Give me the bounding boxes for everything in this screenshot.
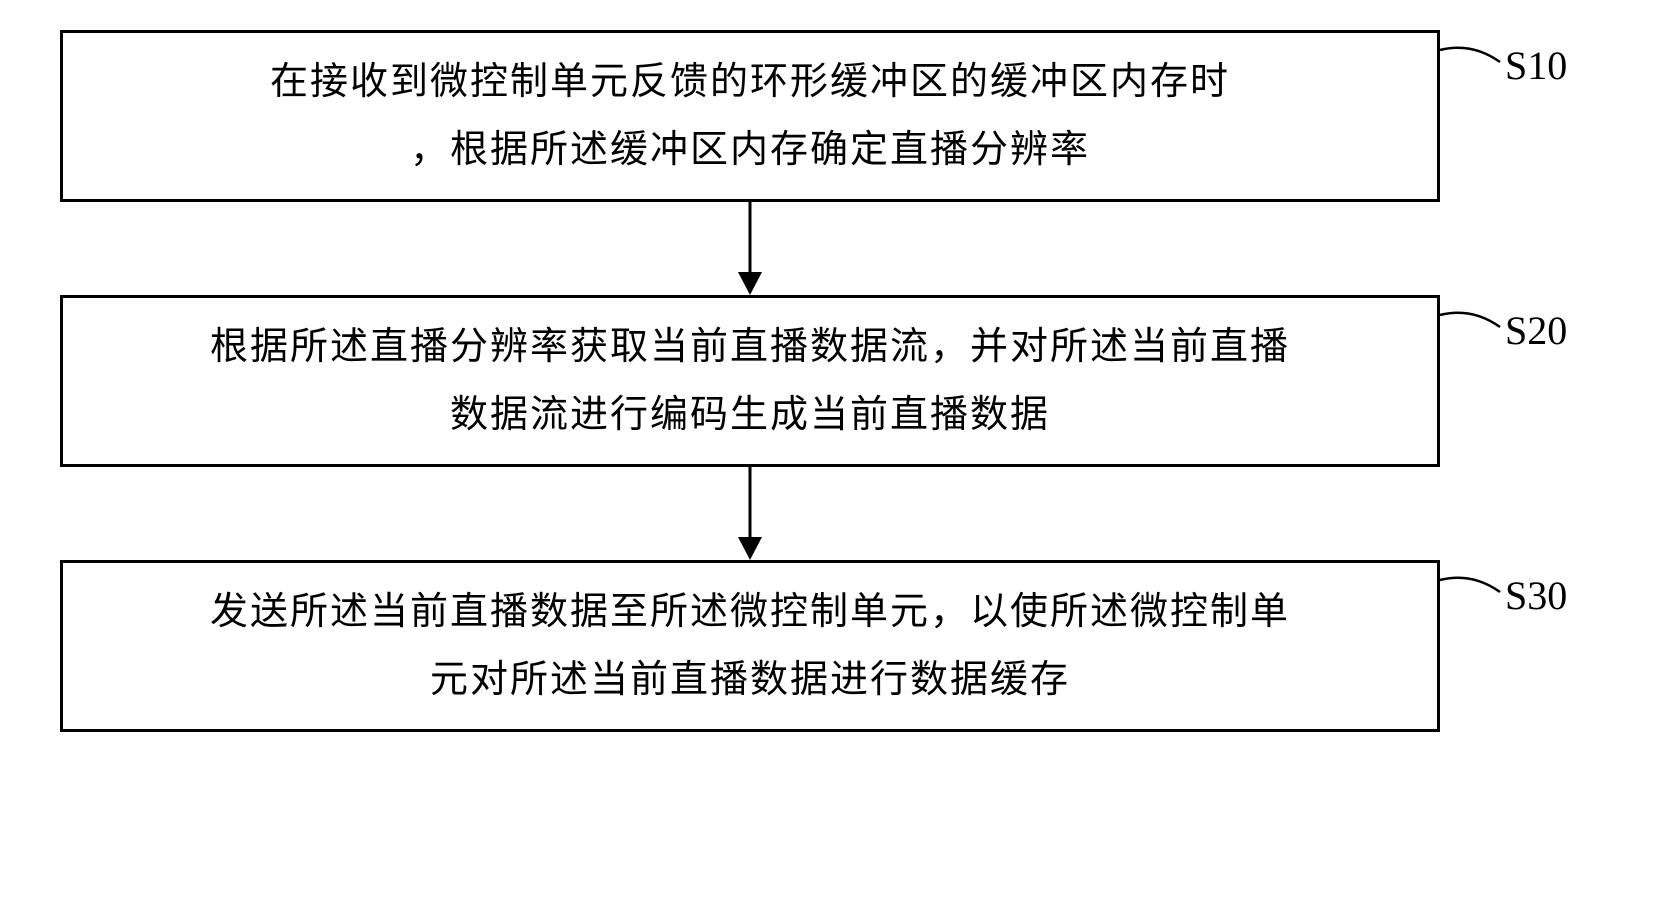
step-label-s10: S10 xyxy=(1505,42,1567,89)
step-label-s30: S30 xyxy=(1505,572,1567,619)
step-box-s30: 发送所述当前直播数据至所述微控制单元，以使所述微控制单 元对所述当前直播数据进行… xyxy=(60,560,1440,732)
step-s30-line1: 发送所述当前直播数据至所述微控制单元，以使所述微控制单 xyxy=(210,578,1290,646)
step-box-s20: 根据所述直播分辨率获取当前直播数据流，并对所述当前直播 数据流进行编码生成当前直… xyxy=(60,295,1440,467)
step-label-s20: S20 xyxy=(1505,307,1567,354)
step-s30-line2: 元对所述当前直播数据进行数据缓存 xyxy=(430,646,1070,714)
step-box-s10: 在接收到微控制单元反馈的环形缓冲区的缓冲区内存时 ，根据所述缓冲区内存确定直播分… xyxy=(60,30,1440,202)
arrow-s20-s30 xyxy=(60,467,1440,560)
step-s20-line1: 根据所述直播分辨率获取当前直播数据流，并对所述当前直播 xyxy=(210,313,1290,381)
step-s10-line1: 在接收到微控制单元反馈的环形缓冲区的缓冲区内存时 xyxy=(270,48,1230,116)
arrow-s10-s20 xyxy=(60,202,1440,295)
step-s10-line2: ，根据所述缓冲区内存确定直播分辨率 xyxy=(410,116,1090,184)
step-s20-line2: 数据流进行编码生成当前直播数据 xyxy=(450,381,1050,449)
